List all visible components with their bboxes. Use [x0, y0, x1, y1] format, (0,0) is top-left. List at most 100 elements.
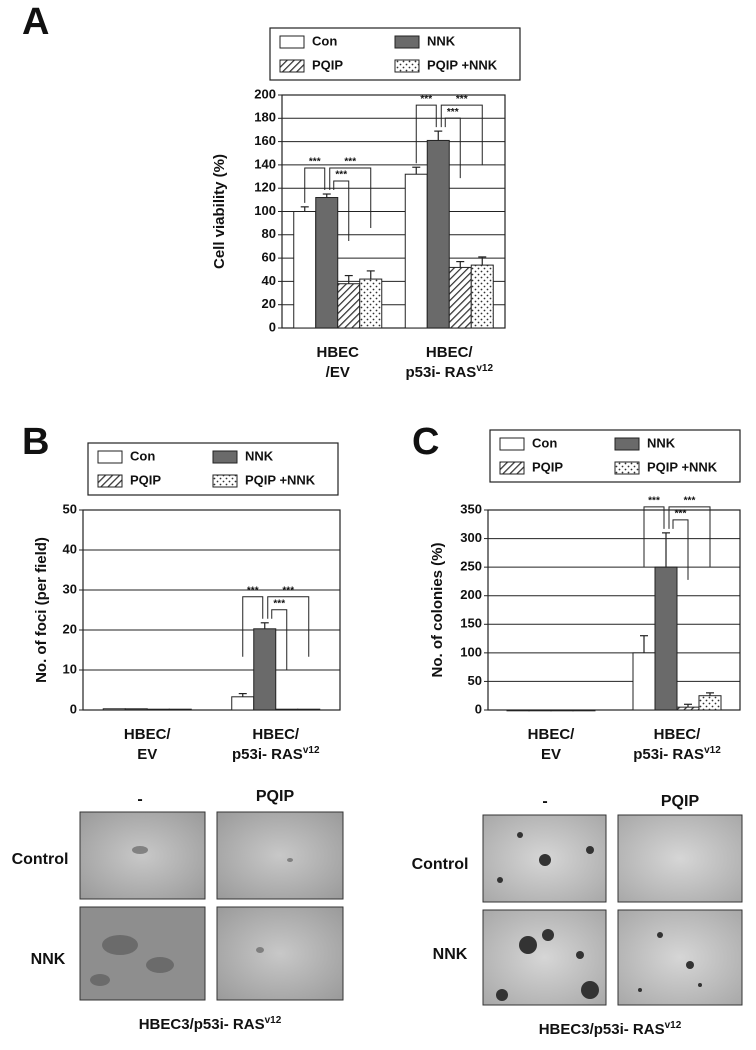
significance-label: *** [344, 157, 356, 168]
bar [698, 695, 722, 711]
bar [528, 709, 552, 712]
x-category-line: /EV [326, 364, 350, 381]
bar [275, 708, 299, 711]
y-tick-label: 80 [262, 226, 276, 241]
legend-swatch [614, 437, 640, 451]
y-tick-label: 300 [460, 530, 482, 545]
legend-swatch [279, 59, 305, 73]
significance-label: *** [273, 598, 285, 609]
legend-swatch [394, 59, 420, 73]
significance-bracket [444, 117, 461, 179]
legend-label: NNK [427, 33, 456, 48]
column-header: - [542, 793, 547, 810]
x-category-line: EV [541, 746, 561, 763]
y-tick-label: 140 [254, 156, 276, 171]
legend-label: NNK [245, 448, 274, 463]
error-bar [366, 270, 375, 280]
error-bar [434, 130, 443, 141]
significance-label: *** [648, 495, 660, 506]
error-bar [478, 256, 487, 266]
y-axis-label: Cell viability (%) [211, 154, 228, 269]
significance-bracket [267, 596, 310, 657]
x-category-line: HBEC [316, 344, 359, 361]
x-category-label: HBEC/ [426, 344, 474, 361]
error-bar [300, 206, 309, 212]
y-tick-label: 10 [63, 661, 77, 676]
x-category-line: p53i- RAS [405, 364, 476, 381]
bar [426, 139, 450, 329]
micrograph [216, 906, 344, 1001]
y-tick-label: 40 [63, 541, 77, 556]
plot-frame [82, 509, 341, 711]
x-category-line: HBEC/ [654, 726, 702, 743]
bar [124, 708, 148, 711]
x-category-line: HBEC/ [528, 726, 576, 743]
y-tick-label: 200 [460, 587, 482, 602]
x-category-line: HBEC/ [124, 726, 172, 743]
column-header: PQIP [256, 788, 295, 805]
bar [168, 708, 192, 711]
error-bar [344, 274, 353, 284]
significance-bracket [271, 609, 288, 670]
significance-bracket [440, 104, 483, 166]
x-category-label: HBEC/ [252, 726, 300, 743]
y-tick-label: 60 [262, 250, 276, 265]
y-tick-label: 20 [262, 296, 276, 311]
bar [550, 709, 574, 712]
micrograph [216, 811, 344, 900]
legend-swatch [97, 450, 123, 464]
significance-bracket [415, 104, 437, 164]
y-tick-label: 50 [63, 501, 77, 516]
significance-label: *** [420, 94, 432, 105]
caption: HBEC3/p53i- RASv12 [539, 1020, 682, 1038]
row-label: NNK [433, 946, 468, 963]
significance-label: *** [456, 94, 468, 105]
panel-letter: C [412, 421, 439, 463]
x-category-superscript: v12 [476, 363, 493, 374]
bar [572, 709, 596, 712]
caption-text: HBEC3/p53i- RAS [139, 1016, 265, 1033]
column-header: PQIP [661, 793, 700, 810]
legend-swatch [499, 437, 525, 451]
bar [448, 266, 472, 329]
legend-label: PQIP +NNK [647, 459, 718, 474]
y-tick-label: 0 [475, 701, 482, 716]
x-category-label: p53i- RASv12 [633, 745, 721, 763]
significance-label: *** [309, 157, 321, 168]
x-category-label: HBEC [316, 344, 359, 361]
plot-frame [281, 94, 506, 329]
legend-swatch [394, 35, 420, 49]
x-category-line: HBEC/ [252, 726, 300, 743]
legend-swatch [499, 461, 525, 475]
legend-label: PQIP +NNK [245, 472, 316, 487]
error-bar [640, 635, 648, 653]
x-category-label: p53i- RASv12 [405, 363, 493, 381]
y-tick-label: 30 [63, 581, 77, 596]
legend-label: PQIP +NNK [427, 57, 498, 72]
error-bar [260, 622, 269, 629]
significance-label: *** [684, 495, 696, 506]
bar [676, 706, 700, 711]
y-tick-label: 20 [63, 621, 77, 636]
significance-bracket [333, 180, 350, 242]
x-category-line: p53i- RAS [232, 746, 303, 763]
legend-label: Con [130, 448, 155, 463]
error-bar [412, 166, 421, 175]
bar [632, 652, 656, 711]
bar-chart: C Con NNK PQIP PQIP +NNK 0 50 100 150 200 250 300 35… [412, 421, 741, 763]
row-label: NNK [31, 951, 66, 968]
y-tick-label: 180 [254, 110, 276, 125]
significance-label: *** [282, 585, 294, 596]
x-category-line: p53i- RAS [633, 746, 704, 763]
bar [102, 708, 126, 711]
error-bar [322, 193, 331, 198]
bar [337, 283, 361, 329]
significance-bracket [329, 167, 372, 229]
panel-letter: A [22, 1, 49, 43]
caption: HBEC3/p53i- RASv12 [139, 1015, 282, 1033]
x-category-line: EV [137, 746, 157, 763]
y-tick-label: 50 [468, 673, 482, 688]
y-tick-label: 160 [254, 133, 276, 148]
bar [315, 197, 339, 329]
